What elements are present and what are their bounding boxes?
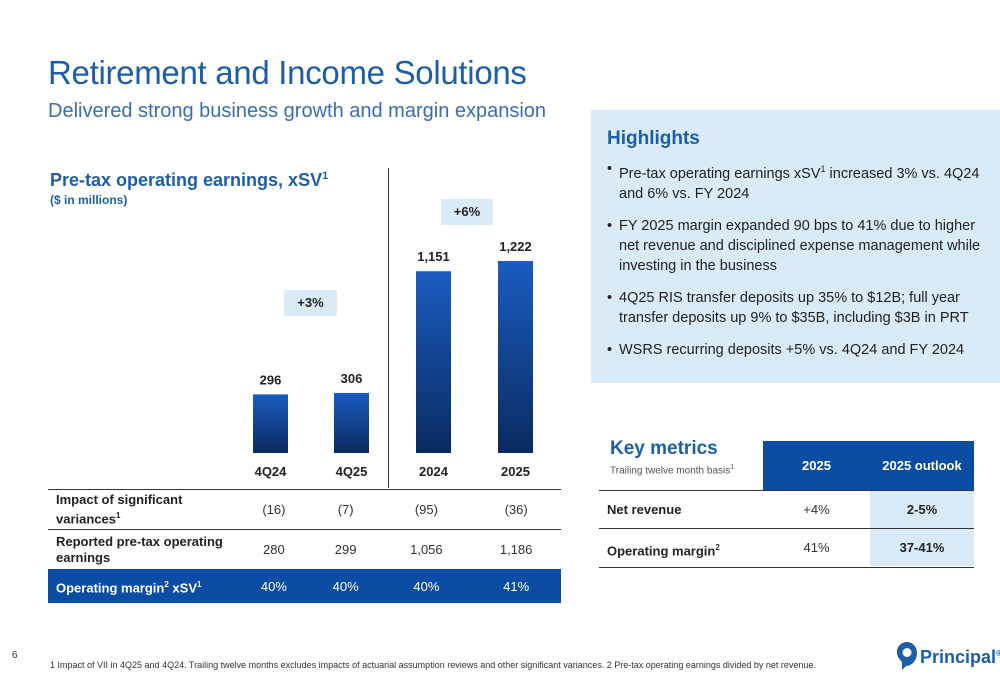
table-cell: 280 bbox=[238, 529, 310, 570]
row-label: Reported pre-tax operating earnings bbox=[48, 529, 238, 570]
chart-subtitle: ($ in millions) bbox=[50, 193, 128, 207]
page-number: 6 bbox=[12, 650, 18, 661]
table-row-highlight: Operating margin2 xSV1 40% 40% 40% 41% bbox=[48, 569, 561, 603]
metric-label: Operating margin2 bbox=[607, 543, 720, 559]
key-metrics-bottom-rule bbox=[599, 567, 974, 568]
key-metrics-row: Operating margin2 41% 37-41% bbox=[599, 528, 974, 566]
list-item: FY 2025 margin expanded 90 bps to 41% du… bbox=[607, 216, 993, 276]
bar-2025 bbox=[498, 261, 533, 453]
table-cell: (95) bbox=[381, 489, 472, 530]
page-title: Retirement and Income Solutions bbox=[48, 54, 527, 91]
chart-title-text: Pre-tax operating earnings, xSV bbox=[50, 170, 323, 190]
growth-badge-year: +6% bbox=[441, 199, 493, 225]
metric-label: Net revenue bbox=[607, 502, 682, 517]
x-tick-label: 4Q25 bbox=[336, 464, 368, 479]
highlights-title: Highlights bbox=[607, 128, 700, 149]
highlights-panel: Highlights Pre-tax operating earnings xS… bbox=[591, 110, 1000, 383]
list-item: Pre-tax operating earnings xSV1 increase… bbox=[607, 159, 993, 204]
table-cell: 40% bbox=[381, 569, 472, 603]
bar-4q25 bbox=[334, 392, 369, 453]
logo-wordmark: Principal® bbox=[920, 647, 1000, 667]
row-label: Operating margin2 xSV1 bbox=[48, 569, 238, 603]
key-metrics-title: Key metrics bbox=[610, 438, 718, 459]
table-cell: 299 bbox=[309, 529, 382, 570]
key-metrics-subtitle: Trailing twelve month basis1 bbox=[610, 464, 735, 477]
bar-value-label: 1,222 bbox=[499, 239, 532, 254]
growth-badge-quarter: +3% bbox=[284, 290, 337, 316]
table-cell: 1,056 bbox=[381, 529, 472, 570]
x-tick-label: 2025 bbox=[501, 464, 530, 479]
x-tick-label: 2024 bbox=[419, 464, 449, 479]
row-label: Impact of significant variances1 bbox=[48, 489, 238, 530]
metric-value: 41% bbox=[803, 540, 830, 555]
table-cell: 41% bbox=[471, 569, 561, 603]
table-cell: (36) bbox=[471, 489, 561, 530]
table-row: Reported pre-tax operating earnings 280 … bbox=[48, 529, 561, 570]
key-metrics-col-outlook: 2025 outlook bbox=[870, 441, 974, 491]
table-cell: (7) bbox=[309, 489, 382, 530]
principal-logo-icon bbox=[897, 642, 917, 670]
bar-value-label: 296 bbox=[260, 372, 282, 387]
table-cell: 40% bbox=[238, 569, 310, 603]
bar-2024 bbox=[416, 271, 451, 453]
bar-4q24 bbox=[253, 394, 288, 453]
metric-value: +4% bbox=[803, 502, 830, 517]
footnote: 1 Impact of VII in 4Q25 and 4Q24. Traili… bbox=[50, 660, 816, 670]
table-cell: 40% bbox=[309, 569, 382, 603]
bar-value-label: 306 bbox=[341, 371, 363, 386]
chart-divider bbox=[388, 168, 389, 488]
page-subtitle: Delivered strong business growth and mar… bbox=[48, 100, 547, 122]
key-metrics-col-2025: 2025 bbox=[763, 441, 870, 491]
list-item: WSRS recurring deposits +5% vs. 4Q24 and… bbox=[607, 340, 993, 360]
x-tick-label: 4Q24 bbox=[255, 464, 288, 479]
chart-title-sup: 1 bbox=[322, 170, 329, 182]
chart-title: Pre-tax operating earnings, xSV1 bbox=[50, 170, 328, 191]
table-row: Impact of significant variances1 (16) (7… bbox=[48, 489, 561, 530]
list-item: 4Q25 RIS transfer deposits up 35% to $12… bbox=[607, 288, 993, 328]
earnings-data-table: Impact of significant variances1 (16) (7… bbox=[48, 489, 561, 603]
key-metrics-row: Net revenue +4% 2-5% bbox=[599, 490, 974, 528]
table-cell: 1,186 bbox=[471, 529, 561, 570]
table-cell: (16) bbox=[238, 489, 310, 530]
highlights-list: Pre-tax operating earnings xSV1 increase… bbox=[607, 159, 993, 372]
bar-value-label: 1,151 bbox=[417, 249, 450, 264]
metric-outlook: 2-5% bbox=[870, 491, 974, 528]
metric-outlook: 37-41% bbox=[870, 529, 974, 566]
